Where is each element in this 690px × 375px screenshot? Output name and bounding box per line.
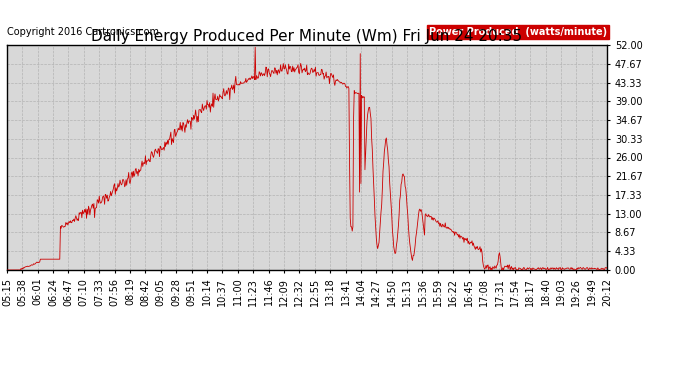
Text: Power Produced  (watts/minute): Power Produced (watts/minute) — [429, 27, 607, 37]
Text: Copyright 2016 Cartronics.com: Copyright 2016 Cartronics.com — [7, 27, 159, 37]
Title: Daily Energy Produced Per Minute (Wm) Fri Jun 24 20:35: Daily Energy Produced Per Minute (Wm) Fr… — [92, 29, 522, 44]
